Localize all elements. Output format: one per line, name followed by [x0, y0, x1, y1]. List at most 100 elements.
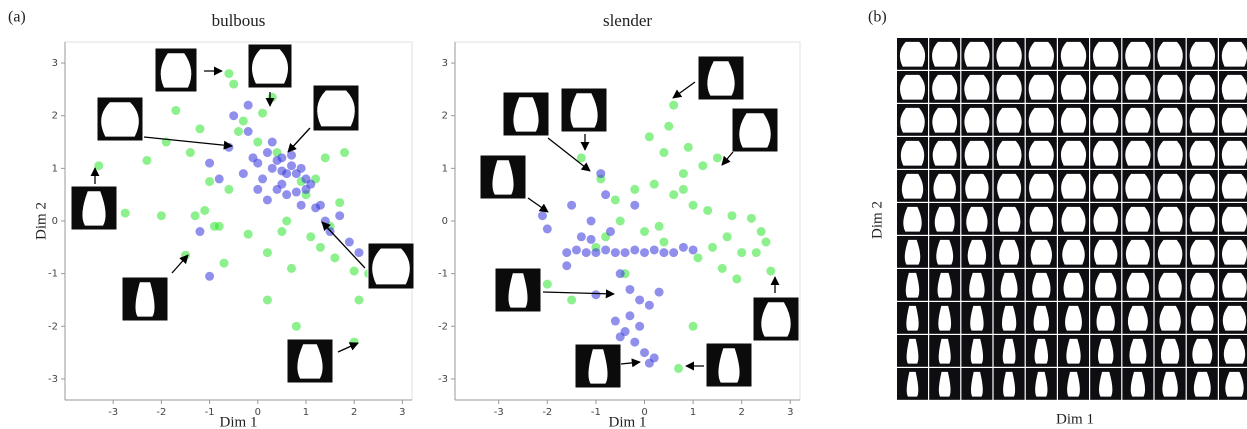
vase-shape	[1093, 206, 1118, 232]
point	[219, 258, 229, 268]
vase-shape	[317, 90, 355, 127]
y-tick-label: -2	[438, 321, 448, 332]
point	[354, 295, 364, 305]
vase-shape	[1159, 305, 1181, 331]
vase-shape	[1189, 41, 1215, 67]
vase-shape	[1162, 371, 1178, 397]
point	[200, 205, 210, 215]
vase-shape	[1060, 74, 1087, 100]
point	[315, 200, 325, 210]
vase-shape	[1001, 305, 1017, 331]
point	[722, 232, 732, 242]
vase-shape	[1028, 74, 1054, 100]
arrow	[171, 254, 189, 274]
point	[291, 321, 301, 331]
point	[243, 229, 253, 239]
vase-shape	[999, 239, 1020, 265]
point	[601, 190, 611, 200]
point	[267, 137, 277, 147]
vase-shape	[906, 371, 919, 397]
point	[542, 279, 552, 289]
vase-shape	[1093, 107, 1119, 133]
point	[542, 224, 552, 234]
point	[674, 363, 684, 373]
vase-shape	[1093, 41, 1119, 67]
vase-shape	[970, 371, 983, 397]
point	[320, 216, 330, 226]
y-tick-label: -3	[48, 374, 58, 385]
point	[625, 284, 635, 294]
thumbnail	[560, 87, 608, 133]
point	[267, 163, 277, 173]
vase-shape	[1098, 371, 1113, 397]
x-tick-label: 2	[739, 407, 745, 418]
point	[605, 227, 615, 237]
point	[287, 161, 297, 171]
vase-shape	[938, 338, 951, 364]
vase-shape	[899, 74, 926, 100]
x-tick-label: 0	[255, 407, 261, 418]
x-tick-label: -2	[156, 407, 166, 418]
vase-shape	[761, 302, 791, 337]
point	[630, 184, 640, 194]
vase-shape	[1126, 272, 1150, 298]
vase-shape	[1189, 140, 1215, 166]
point	[195, 124, 205, 134]
point	[586, 216, 596, 226]
point	[766, 266, 776, 276]
point	[644, 300, 654, 310]
vase-shape	[1191, 305, 1214, 331]
point	[664, 121, 674, 131]
vase-shape	[970, 305, 984, 331]
thumbnail	[367, 242, 415, 290]
x-tick-label: 3	[399, 407, 405, 418]
point	[630, 337, 640, 347]
vase-shape	[1157, 140, 1183, 166]
vase-shape	[1093, 74, 1119, 100]
point	[576, 153, 586, 163]
vase-shape	[969, 272, 985, 298]
point	[567, 295, 577, 305]
vase-shape	[996, 41, 1022, 67]
vase-shape	[492, 160, 514, 195]
vase-shape	[964, 107, 990, 133]
point	[344, 237, 354, 247]
vase-shape	[964, 140, 990, 166]
vase-shape	[1000, 272, 1018, 298]
x-tick-label: 3	[787, 407, 793, 418]
vase-shape	[1060, 140, 1087, 166]
point	[238, 169, 248, 179]
x-tick-label: -1	[205, 407, 215, 418]
vase-shape	[718, 348, 740, 383]
chart-title: slender	[603, 11, 652, 30]
thumbnail	[494, 267, 542, 313]
vase-shape	[508, 273, 528, 308]
point	[349, 266, 359, 276]
vase-shape	[1002, 338, 1016, 364]
y-tick-label: 3	[52, 58, 58, 69]
y-tick-label: 2	[52, 111, 58, 122]
point	[649, 245, 659, 255]
y-tick-label: -2	[48, 321, 58, 332]
point	[678, 169, 688, 179]
point	[262, 148, 272, 158]
vase-shape	[997, 173, 1022, 199]
vase-shape	[1125, 140, 1151, 166]
vase-shape	[1125, 206, 1151, 232]
point	[277, 179, 287, 189]
point	[229, 111, 239, 121]
vase-shape	[964, 41, 990, 67]
point	[262, 248, 272, 258]
vase-shape	[251, 49, 289, 84]
point	[335, 211, 345, 221]
vase-shape	[1061, 173, 1086, 199]
vase-shape	[1221, 74, 1247, 100]
thumbnail	[574, 343, 622, 389]
point	[234, 127, 243, 136]
vase-shape	[1060, 107, 1087, 133]
y-tick-label: 3	[442, 58, 448, 69]
point	[669, 248, 679, 258]
thumbnail	[731, 107, 779, 153]
arrow	[527, 197, 549, 213]
